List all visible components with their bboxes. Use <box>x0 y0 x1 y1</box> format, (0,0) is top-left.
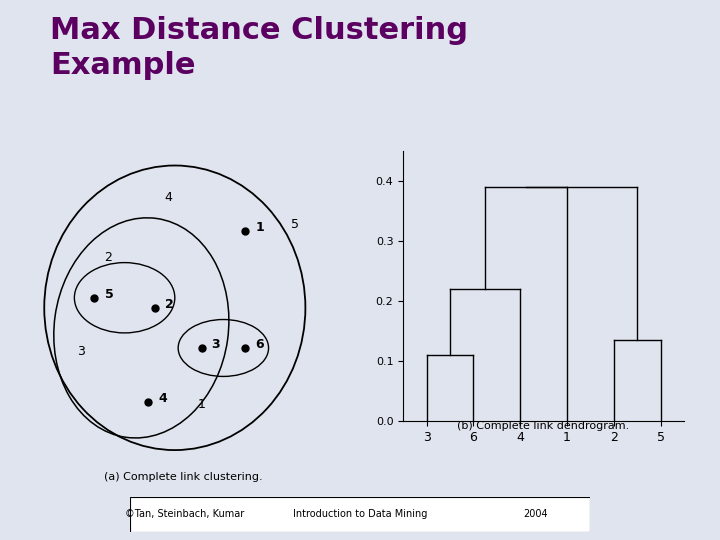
Text: 2: 2 <box>165 298 174 311</box>
Text: 6: 6 <box>255 338 264 351</box>
Text: 3: 3 <box>212 338 220 351</box>
Text: Introduction to Data Mining: Introduction to Data Mining <box>293 509 427 519</box>
Text: (a) Complete link clustering.: (a) Complete link clustering. <box>104 472 263 483</box>
FancyBboxPatch shape <box>130 497 590 532</box>
Text: 5: 5 <box>104 288 113 301</box>
Text: (b) Complete link dendrogram.: (b) Complete link dendrogram. <box>457 421 630 431</box>
Text: 5: 5 <box>292 218 300 231</box>
Text: 3: 3 <box>77 345 85 358</box>
Text: 1: 1 <box>198 399 205 411</box>
Text: ©Tan, Steinbach, Kumar: ©Tan, Steinbach, Kumar <box>125 509 245 519</box>
Text: 1: 1 <box>255 221 264 234</box>
Text: 4: 4 <box>158 392 167 404</box>
Text: 2004: 2004 <box>523 509 547 519</box>
Text: Max Distance Clustering
Example: Max Distance Clustering Example <box>50 16 469 80</box>
Text: 2: 2 <box>104 251 112 264</box>
Text: 4: 4 <box>164 191 172 204</box>
